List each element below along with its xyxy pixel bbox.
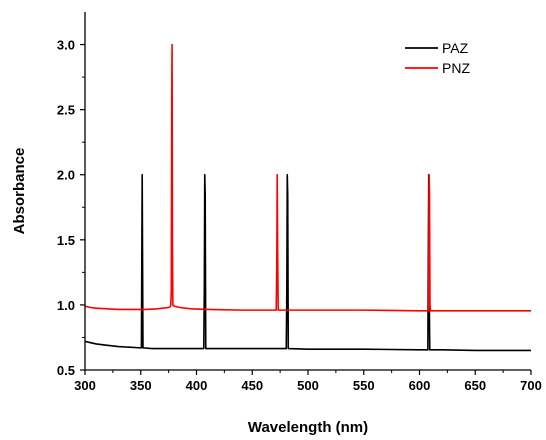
x-tick-label: 350	[130, 378, 152, 393]
series-line-pnz	[84, 43, 531, 312]
legend: PAZ PNZ	[405, 40, 470, 76]
x-tick-label: 700	[520, 378, 542, 393]
x-tick-label: 450	[241, 378, 263, 393]
x-axis-title: Wavelength (nm)	[248, 419, 368, 436]
x-tick-label: 600	[409, 378, 431, 393]
x-tick-label: 550	[353, 378, 375, 393]
y-axis-title: Absorbance	[11, 148, 28, 235]
y-tick-label: 1.0	[57, 298, 75, 313]
legend-label-pnz: PNZ	[442, 60, 470, 76]
y-tick-label: 1.5	[57, 233, 75, 248]
x-tick-label: 650	[464, 378, 486, 393]
x-tick-label: 300	[74, 378, 96, 393]
series-line-paz	[84, 173, 531, 352]
x-tick-label: 400	[186, 378, 208, 393]
y-tick-label: 2.5	[57, 103, 75, 118]
y-tick-label: 2.0	[57, 168, 75, 183]
series-layer	[84, 43, 531, 352]
y-tick-label: 3.0	[57, 38, 75, 53]
ticks-layer: 300 350 400 450 500 550 600 650 700 0.5 1.0 1.5 2.0 2…	[57, 38, 542, 393]
legend-label-paz: PAZ	[442, 40, 469, 56]
x-tick-label: 500	[297, 378, 319, 393]
y-tick-label: 0.5	[57, 363, 75, 378]
